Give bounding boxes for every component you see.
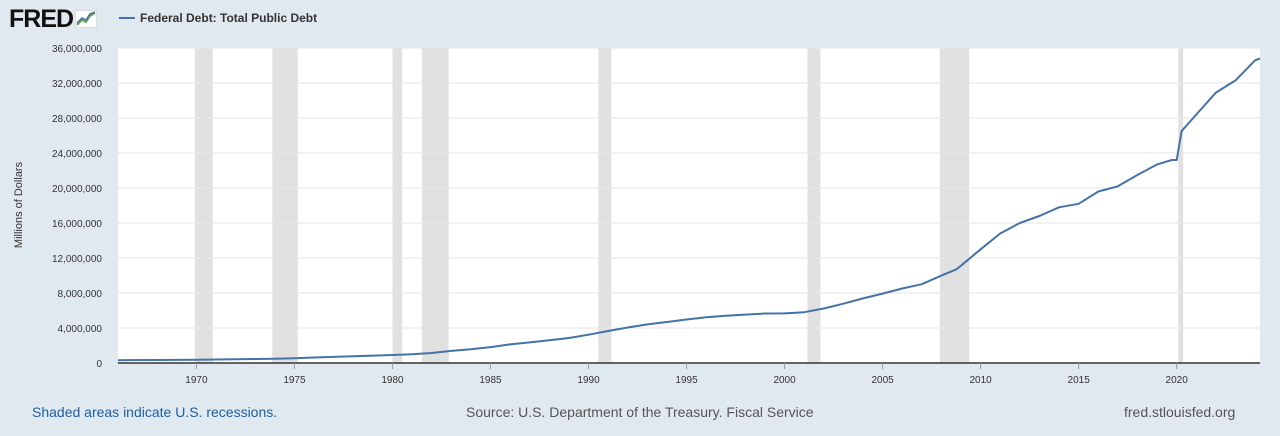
- x-tick-label: 1975: [283, 375, 306, 386]
- recession-note: Shaded areas indicate U.S. recessions.: [32, 404, 278, 420]
- legend-swatch: [119, 17, 135, 19]
- recession-band: [272, 48, 298, 363]
- source-note: Source: U.S. Department of the Treasury.…: [466, 404, 814, 420]
- y-tick-label: 8,000,000: [58, 289, 103, 300]
- y-tick-label: 32,000,000: [52, 79, 102, 90]
- y-tick-label: 16,000,000: [52, 219, 102, 230]
- fred-logo-text: FRED: [9, 5, 74, 33]
- site-link[interactable]: fred.stlouisfed.org: [1124, 404, 1236, 420]
- y-tick-label: 0: [96, 359, 102, 370]
- y-tick-label: 4,000,000: [58, 324, 103, 335]
- recession-band: [939, 48, 970, 363]
- recession-band: [392, 48, 403, 363]
- y-tick-label: 36,000,000: [52, 44, 102, 55]
- recession-band: [194, 48, 213, 363]
- y-tick-label: 24,000,000: [52, 149, 102, 160]
- x-tick-label: 2015: [1068, 375, 1091, 386]
- x-tick-label: 2020: [1166, 375, 1189, 386]
- x-tick-label: 1985: [479, 375, 502, 386]
- legend: Federal Debt: Total Public Debt: [119, 10, 317, 26]
- y-axis-label: Millions of Dollars: [13, 161, 25, 248]
- x-tick-label: 1970: [185, 375, 208, 386]
- x-tick-label: 2000: [773, 375, 796, 386]
- recession-band: [1178, 48, 1184, 363]
- y-tick-label: 12,000,000: [52, 254, 102, 265]
- x-tick-label: 2010: [970, 375, 993, 386]
- y-tick-label: 20,000,000: [52, 184, 102, 195]
- x-tick-label: 1990: [577, 375, 600, 386]
- x-tick-label: 2005: [871, 375, 894, 386]
- y-tick-label: 28,000,000: [52, 114, 102, 125]
- legend-label: Federal Debt: Total Public Debt: [140, 11, 318, 25]
- recession-band: [807, 48, 821, 363]
- header: FRED Federal Debt: Total Public Debt: [0, 0, 1280, 40]
- fred-logo[interactable]: FRED: [9, 5, 98, 33]
- x-tick-label: 1980: [381, 375, 404, 386]
- x-tick-label: 1995: [675, 375, 698, 386]
- series-line: [117, 57, 1261, 362]
- recession-band: [598, 48, 612, 363]
- fred-chart-icon: [75, 10, 98, 28]
- recession-band: [421, 48, 449, 363]
